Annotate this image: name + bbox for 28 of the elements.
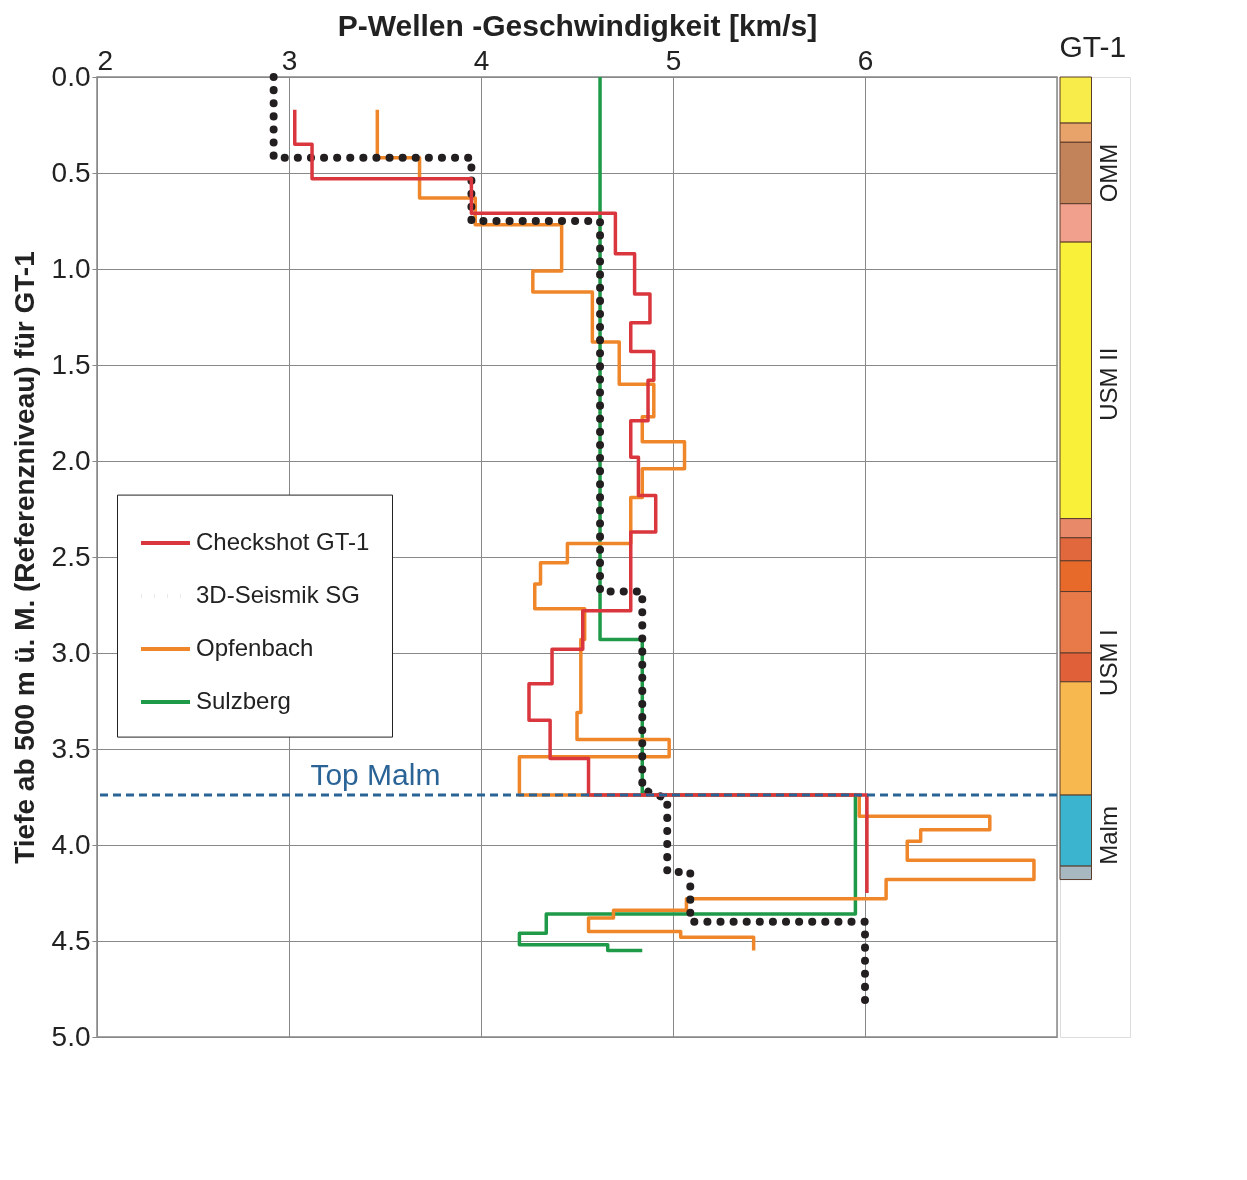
legend-label: Sulzberg bbox=[196, 687, 291, 715]
y-tick-label: 3.5 bbox=[51, 732, 91, 764]
y-tick-label: 1.5 bbox=[51, 348, 91, 380]
legend-label: Checkshot GT-1 bbox=[196, 528, 370, 556]
y-tick-label: 2.5 bbox=[51, 540, 91, 572]
y-tick-label: 4.0 bbox=[51, 828, 91, 860]
y-axis-title: Tiefe ab 500 m ü. M. (Referenzniveau) für GT-1 bbox=[8, 251, 40, 864]
x-tick-label: 5 bbox=[665, 44, 682, 76]
y-tick-label: 1.0 bbox=[51, 252, 91, 284]
x-tick-label: 6 bbox=[857, 44, 874, 76]
y-tick-label: 0.5 bbox=[51, 156, 91, 188]
y-tick-label: 0.0 bbox=[51, 60, 91, 92]
chart-title: GT-1 bbox=[1059, 29, 1127, 63]
y-tick-label: 5.0 bbox=[51, 1020, 91, 1052]
x-axis-title: P-Wellen -Geschwindigkeit [km/s] bbox=[337, 8, 818, 42]
legend-label: Opfenbach bbox=[196, 634, 314, 662]
x-tick-label: 4 bbox=[473, 44, 490, 76]
x-tick-label: 2 bbox=[97, 44, 114, 76]
y-tick-label: 3.0 bbox=[51, 636, 91, 668]
x-tick-label: 3 bbox=[281, 44, 298, 76]
text: OMM bbox=[1095, 143, 1123, 203]
y-tick-label: 2.0 bbox=[51, 444, 91, 476]
y-tick-label: 4.5 bbox=[51, 924, 91, 956]
legend-label: 3D-Seismik SG bbox=[196, 581, 361, 609]
text: USM II bbox=[1095, 347, 1123, 421]
ref-line-label: Top Malm bbox=[310, 758, 441, 792]
text: Malm bbox=[1095, 806, 1123, 865]
text: USM I bbox=[1095, 629, 1123, 696]
